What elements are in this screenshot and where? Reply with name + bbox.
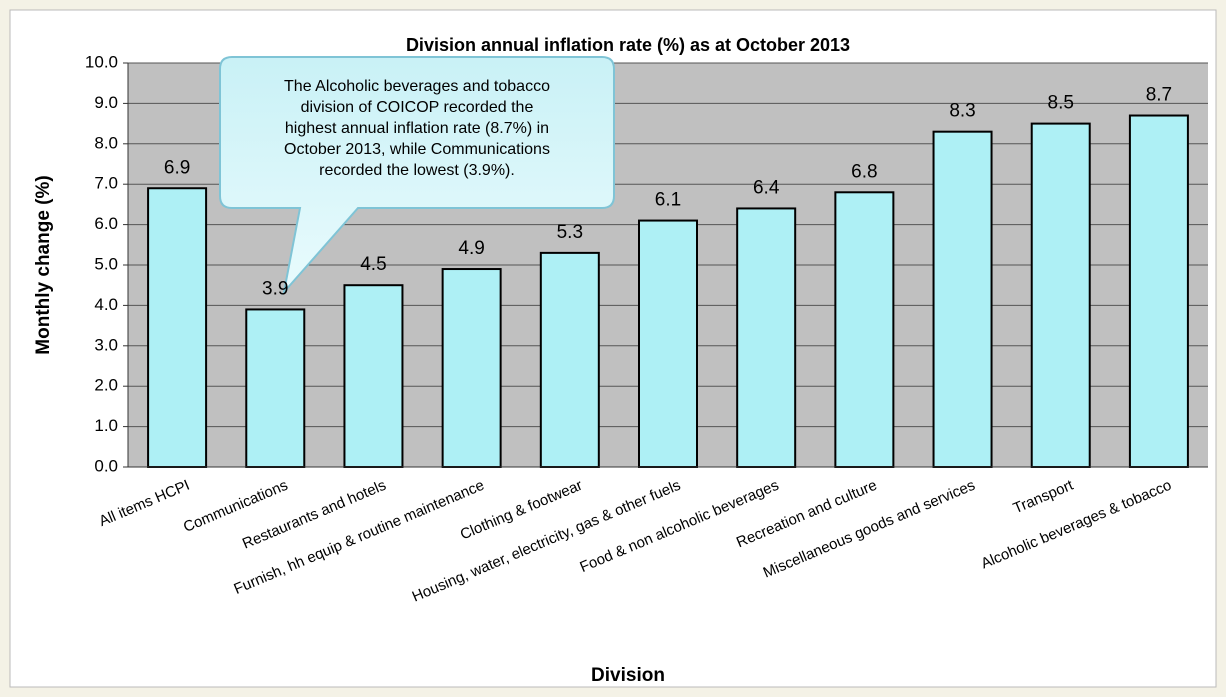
y-tick-label: 1.0 bbox=[94, 416, 118, 435]
y-tick-label: 9.0 bbox=[94, 93, 118, 112]
callout-text: division of COICOP recorded the bbox=[301, 99, 534, 116]
bar bbox=[736, 207, 797, 468]
bar bbox=[638, 219, 698, 468]
data-label: 6.8 bbox=[851, 161, 877, 182]
data-label: 8.7 bbox=[1146, 85, 1172, 106]
bar bbox=[441, 268, 502, 469]
bar bbox=[539, 251, 600, 468]
data-label: 8.3 bbox=[949, 101, 975, 122]
bars bbox=[147, 114, 1189, 469]
y-tick-label: 3.0 bbox=[94, 335, 118, 354]
y-tick-label: 6.0 bbox=[94, 214, 118, 233]
bar bbox=[343, 284, 404, 469]
data-label: 8.5 bbox=[1048, 93, 1074, 114]
y-tick-label: 7.0 bbox=[94, 174, 118, 193]
data-label: 3.9 bbox=[262, 278, 288, 299]
y-tick-label: 2.0 bbox=[94, 376, 118, 395]
y-tick-label: 0.0 bbox=[94, 456, 118, 475]
data-label: 4.5 bbox=[360, 254, 386, 275]
callout-text: October 2013, while Communications bbox=[284, 141, 550, 158]
bar bbox=[1128, 114, 1189, 469]
callout bbox=[219, 56, 615, 296]
bar bbox=[245, 308, 306, 468]
y-tick-label: 10.0 bbox=[85, 52, 118, 71]
bar bbox=[834, 191, 895, 468]
data-label: 6.1 bbox=[655, 190, 681, 211]
y-tick-label: 8.0 bbox=[94, 133, 118, 152]
data-label: 6.9 bbox=[164, 157, 190, 178]
data-label: 5.3 bbox=[557, 222, 583, 243]
y-tick-label: 4.0 bbox=[94, 295, 118, 314]
y-tick-label: 5.0 bbox=[94, 254, 118, 273]
callout-text: highest annual inflation rate (8.7%) in bbox=[285, 120, 549, 137]
bar bbox=[1030, 122, 1091, 468]
data-label: 4.9 bbox=[458, 238, 484, 259]
bar bbox=[932, 130, 993, 468]
callout-text: The Alcoholic beverages and tobacco bbox=[284, 78, 550, 95]
callout-text: recorded the lowest (3.9%). bbox=[319, 162, 515, 179]
callout-shape bbox=[219, 56, 615, 296]
x-axis-label: Division bbox=[591, 665, 665, 686]
chart-title: Division annual inflation rate (%) as at… bbox=[406, 35, 850, 55]
bar bbox=[147, 187, 208, 469]
y-axis-label: Monthly change (%) bbox=[33, 175, 54, 354]
data-label: 6.4 bbox=[753, 177, 780, 198]
